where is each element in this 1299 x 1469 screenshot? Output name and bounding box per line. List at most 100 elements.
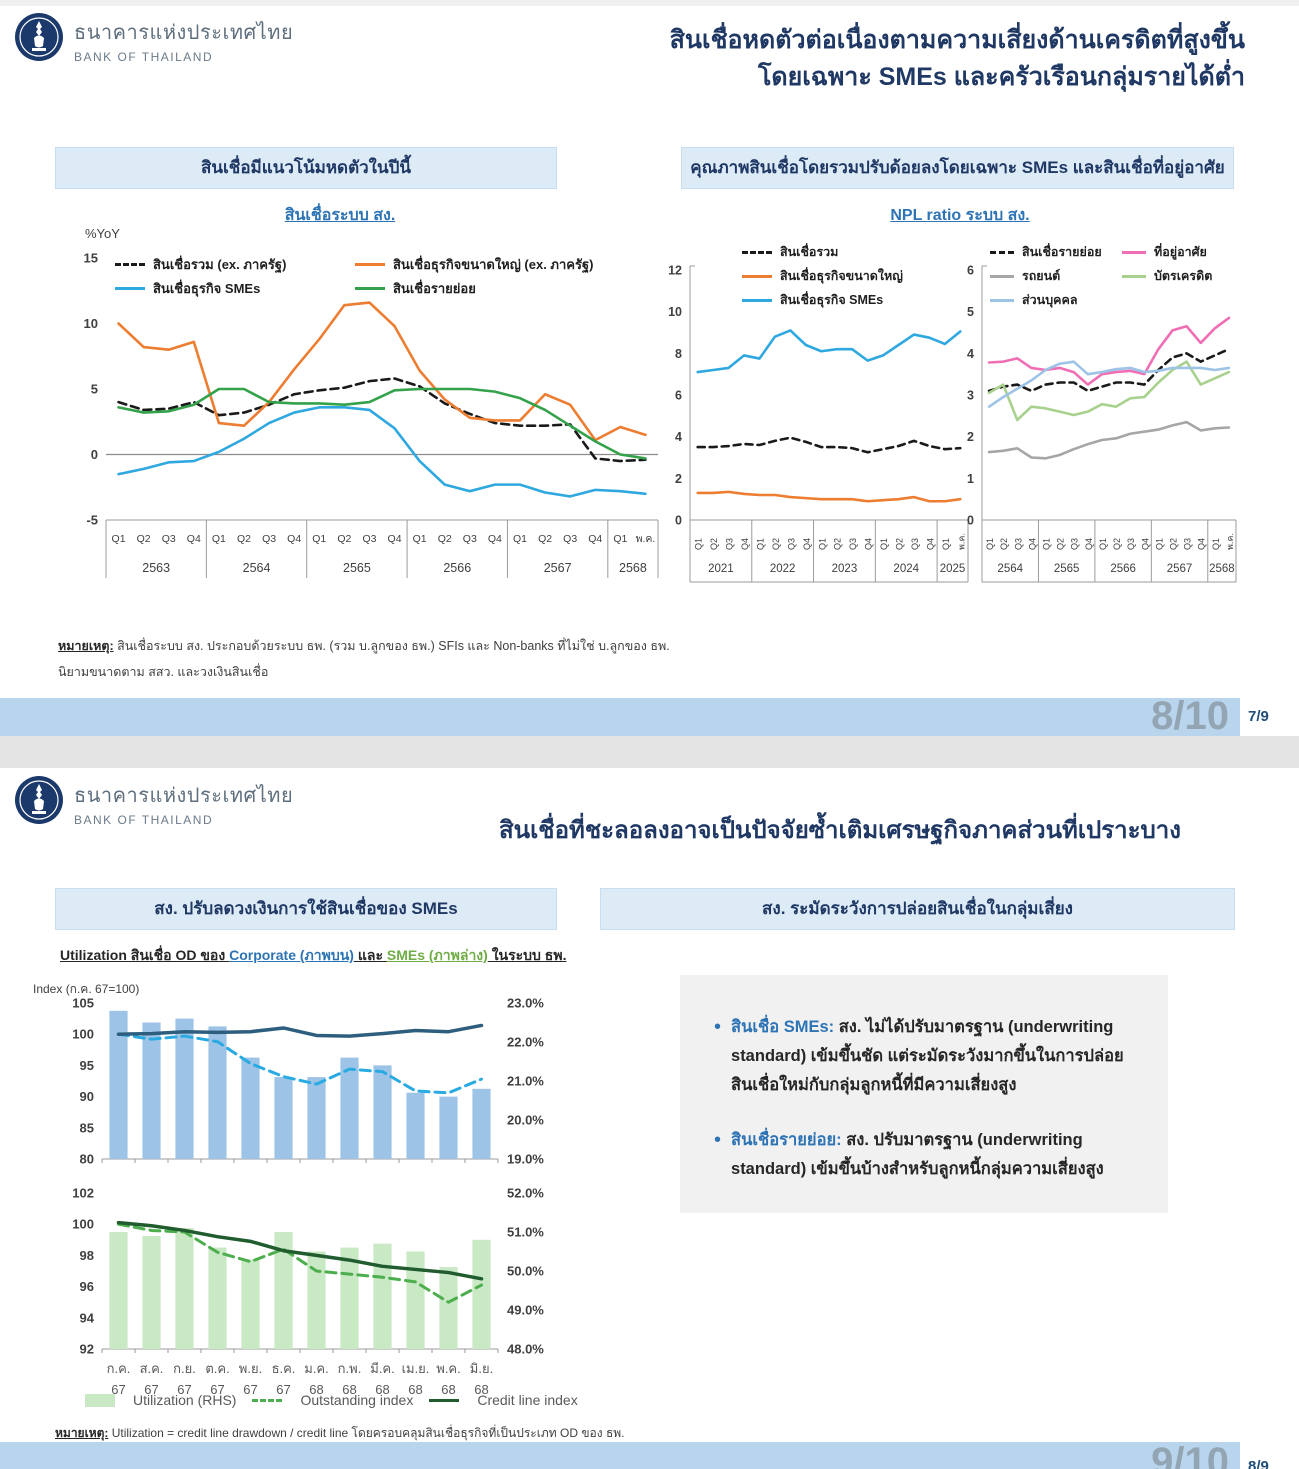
svg-text:10: 10 <box>84 316 98 331</box>
svg-text:Q3: Q3 <box>1183 538 1193 550</box>
svg-text:พ.ค.: พ.ค. <box>636 533 656 545</box>
svg-text:2564: 2564 <box>243 561 271 575</box>
svg-text:Q1: Q1 <box>312 533 326 545</box>
svg-text:2567: 2567 <box>1167 563 1193 575</box>
slide1-page-number: 8/10 <box>1151 694 1229 736</box>
gray-line-swatch <box>990 274 1014 278</box>
svg-text:Q2: Q2 <box>337 533 351 545</box>
svg-text:Q4: Q4 <box>388 533 402 545</box>
legend-item: สินเชื่อรายย่อย <box>355 276 593 300</box>
green-dashed-swatch <box>252 1398 283 1402</box>
bullet-sme: • สินเชื่อ SMEs: สง. ไม่ได้ปรับมาตรฐาน (… <box>714 1013 1140 1100</box>
npl-business-chart: 12 10 8 6 4 2 0 Q1 Q2 Q3 Q4 Q1 Q2 Q3 Q4 Q1 Q2 Q3 Q4 Q1 Q2 Q3 Q… <box>660 240 978 612</box>
slide1-title: สินเชื่อหดตัวต่อเนื่องตามความเสี่ยงด้านเ… <box>545 22 1245 96</box>
svg-text:Q4: Q4 <box>1084 538 1094 550</box>
svg-text:67: 67 <box>243 1382 257 1397</box>
npl-retail-legend-col2: ที่อยู่อาศัย บัตรเครดิต <box>1122 240 1212 288</box>
npl-chart-title: NPL ratio ระบบ สง. <box>890 207 1030 224</box>
svg-text:8: 8 <box>675 347 682 361</box>
svg-text:Q1: Q1 <box>985 538 995 550</box>
svg-text:22.0%: 22.0% <box>507 1035 544 1050</box>
slide2-title: สินเชื่อที่ชะลอลงอาจเป็นปัจจัยซ้ำเติมเศร… <box>499 817 1181 844</box>
slide-separator <box>0 736 1299 768</box>
svg-text:92: 92 <box>80 1342 94 1357</box>
svg-text:2025: 2025 <box>940 563 966 575</box>
slide1-footnote: หมายเหตุ: สินเชื่อระบบ สง. ประกอบด้วยระบ… <box>58 639 670 679</box>
svg-text:Q3: Q3 <box>725 538 735 550</box>
svg-text:Q3: Q3 <box>910 538 920 550</box>
svg-text:Q2: Q2 <box>137 533 151 545</box>
dashed-line-swatch <box>990 250 1014 254</box>
svg-text:มิ.ย.: มิ.ย. <box>470 1361 493 1376</box>
svg-text:พ.ค.: พ.ค. <box>1225 533 1235 550</box>
bot-emblem-icon <box>14 12 64 67</box>
svg-text:Q3: Q3 <box>1070 538 1080 550</box>
bot-logo: ธนาคารแห่งประเทศไทย BANK OF THAILAND <box>14 775 293 830</box>
svg-text:Q3: Q3 <box>362 533 376 545</box>
svg-text:Q4: Q4 <box>488 533 502 545</box>
svg-text:Q3: Q3 <box>848 538 858 550</box>
orange-line-swatch <box>742 274 772 278</box>
svg-text:Q3: Q3 <box>262 533 276 545</box>
svg-text:Q2: Q2 <box>237 533 251 545</box>
svg-text:Q1: Q1 <box>513 533 527 545</box>
corporate-label: Corporate (ภาพบน) <box>229 947 354 963</box>
svg-text:Q1: Q1 <box>1211 538 1221 550</box>
index-axis-label: Index (ก.ค. 67=100) <box>33 982 140 996</box>
svg-text:พ.ย.: พ.ย. <box>239 1361 262 1376</box>
svg-text:Q2: Q2 <box>438 533 452 545</box>
svg-text:2: 2 <box>675 472 682 486</box>
top-strip <box>0 0 1299 6</box>
bot-logo: ธนาคารแห่งประเทศไทย BANK OF THAILAND <box>14 12 293 67</box>
svg-text:95: 95 <box>80 1058 94 1073</box>
legend-item: สินเชื่อธุรกิจ SMEs <box>115 276 286 300</box>
svg-text:15: 15 <box>84 251 98 266</box>
svg-text:Q1: Q1 <box>112 533 126 545</box>
svg-text:2566: 2566 <box>443 561 471 575</box>
svg-text:105: 105 <box>72 996 94 1011</box>
sme-od-chart: 102 100 98 96 94 92 52.0% 51.0% 50.0% 49.0% 48.0% ก… <box>30 1185 562 1417</box>
svg-text:100: 100 <box>72 1027 94 1042</box>
legend-item: สินเชื่อธุรกิจขนาดใหญ่ <box>742 264 903 288</box>
utilization-chart-subtitle: Utilization สินเชื่อ OD ของ Corporate (ภ… <box>60 947 567 963</box>
svg-text:Q2: Q2 <box>709 538 719 550</box>
bank-name-th: ธนาคารแห่งประเทศไทย <box>74 21 294 44</box>
svg-text:Q4: Q4 <box>588 533 602 545</box>
svg-text:67: 67 <box>111 1382 125 1397</box>
svg-text:-5: -5 <box>86 513 98 528</box>
svg-text:100: 100 <box>72 1217 94 1232</box>
slide1-title-line2: โดยเฉพาะ SMEs และครัวเรือนกลุ่มรายได้ต่ำ <box>757 63 1245 91</box>
svg-text:Q1: Q1 <box>879 538 889 550</box>
svg-text:Q1: Q1 <box>1098 538 1108 550</box>
svg-text:Q2: Q2 <box>1056 538 1066 550</box>
blue-line-swatch <box>742 298 772 302</box>
credit-growth-legend: สินเชื่อรวม (ex. ภาครัฐ) สินเชื่อธุรกิจ … <box>115 252 286 300</box>
svg-text:2021: 2021 <box>708 563 734 575</box>
bank-name-en: BANK OF THAILAND <box>74 812 214 827</box>
svg-text:พ.ค.: พ.ค. <box>956 533 966 550</box>
dashed-line-swatch <box>115 262 145 266</box>
svg-text:0: 0 <box>91 447 98 462</box>
panel-header-credit-quality: คุณภาพสินเชื่อโดยรวมปรับด้อยลงโดยเฉพาะ S… <box>681 147 1234 189</box>
svg-text:4: 4 <box>967 347 974 361</box>
legend-item: รถยนต์ <box>990 264 1102 288</box>
svg-text:Q2: Q2 <box>1169 538 1179 550</box>
svg-text:Q3: Q3 <box>563 533 577 545</box>
pink-line-swatch <box>1122 250 1146 254</box>
legend-item: สินเชื่อรวม <box>742 240 903 264</box>
svg-text:Q1: Q1 <box>941 538 951 550</box>
svg-text:เม.ย.: เม.ย. <box>402 1361 430 1376</box>
svg-text:80: 80 <box>80 1152 94 1167</box>
svg-text:68: 68 <box>441 1382 455 1397</box>
svg-text:ส.ค.: ส.ค. <box>140 1361 164 1376</box>
viewer-page-number: 7/9 <box>1248 708 1269 725</box>
svg-text:ก.พ.: ก.พ. <box>338 1361 362 1376</box>
yoy-axis-label: %YoY <box>85 226 120 241</box>
svg-text:2565: 2565 <box>1054 563 1080 575</box>
svg-text:2563: 2563 <box>142 561 170 575</box>
svg-text:68: 68 <box>408 1382 422 1397</box>
svg-text:10: 10 <box>668 305 682 319</box>
legend-item: ส่วนบุคคล <box>990 288 1102 312</box>
svg-text:Q1: Q1 <box>1154 538 1164 550</box>
legend-item: สินเชื่อธุรกิจขนาดใหญ่ (ex. ภาครัฐ) <box>355 252 593 276</box>
